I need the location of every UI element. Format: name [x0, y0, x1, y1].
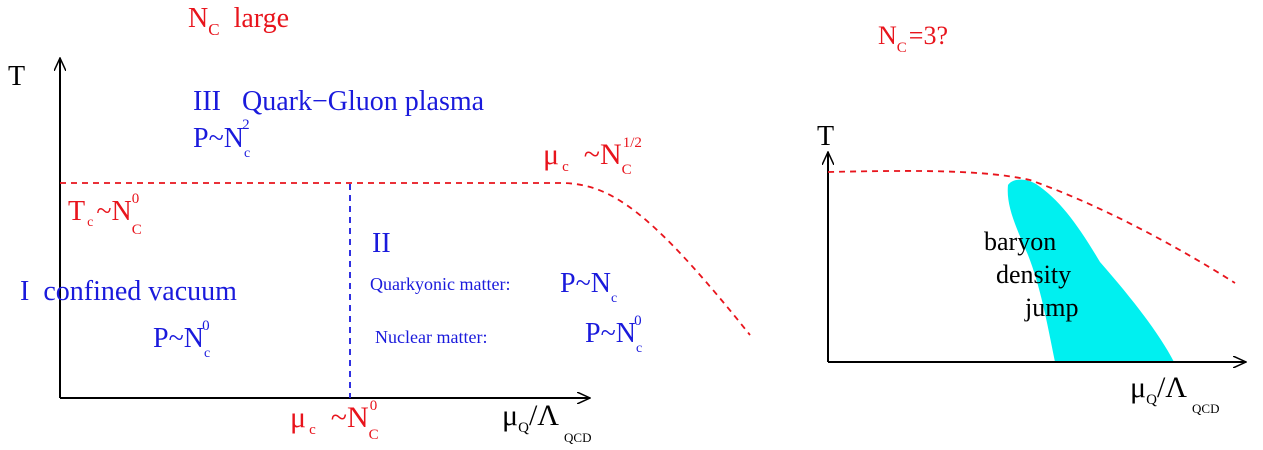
left-y-axis-label: T	[8, 61, 25, 92]
region-ii-title: II	[372, 228, 391, 259]
quarkyonic-pressure: P~Nc	[560, 268, 617, 306]
quarkyonic-label: Quarkyonic matter:	[370, 274, 510, 294]
right-panel: NC=3? T μQ/ΛQCD baryon density jump	[817, 21, 1246, 416]
region-iii-title: III Quark−Gluon plasma	[193, 86, 485, 117]
shaded-label-line-1: baryon	[984, 227, 1056, 256]
nuclear-label: Nuclear matter:	[375, 327, 487, 347]
mu-c-lower-label: μ c ~NC0	[290, 398, 379, 443]
right-y-axis-label: T	[817, 121, 834, 152]
left-title: NC large	[188, 3, 289, 39]
nuclear-pressure: P~Nc0	[585, 313, 642, 356]
left-x-axis-label: μQ/ΛQCD	[502, 399, 591, 445]
right-x-axis-label: μQ/ΛQCD	[1130, 371, 1219, 416]
left-panel: NC large T μQ/ΛQCD III Quark−Gluon plasma…	[8, 3, 751, 445]
region-iii-pressure: P~Nc2	[193, 117, 250, 161]
mu-c-upper-label: μ c ~NC1/2	[543, 135, 642, 178]
right-title: NC=3?	[878, 21, 948, 56]
region-i-title: I confined vacuum	[20, 276, 237, 307]
shaded-label-line-3: jump	[1024, 293, 1078, 322]
right-phase-boundary	[827, 170, 1236, 284]
baryon-density-jump-region	[1007, 179, 1174, 362]
deconfinement-boundary	[60, 182, 751, 336]
shaded-label-line-2: density	[996, 260, 1071, 289]
region-i-pressure: P~Nc0	[153, 318, 210, 361]
